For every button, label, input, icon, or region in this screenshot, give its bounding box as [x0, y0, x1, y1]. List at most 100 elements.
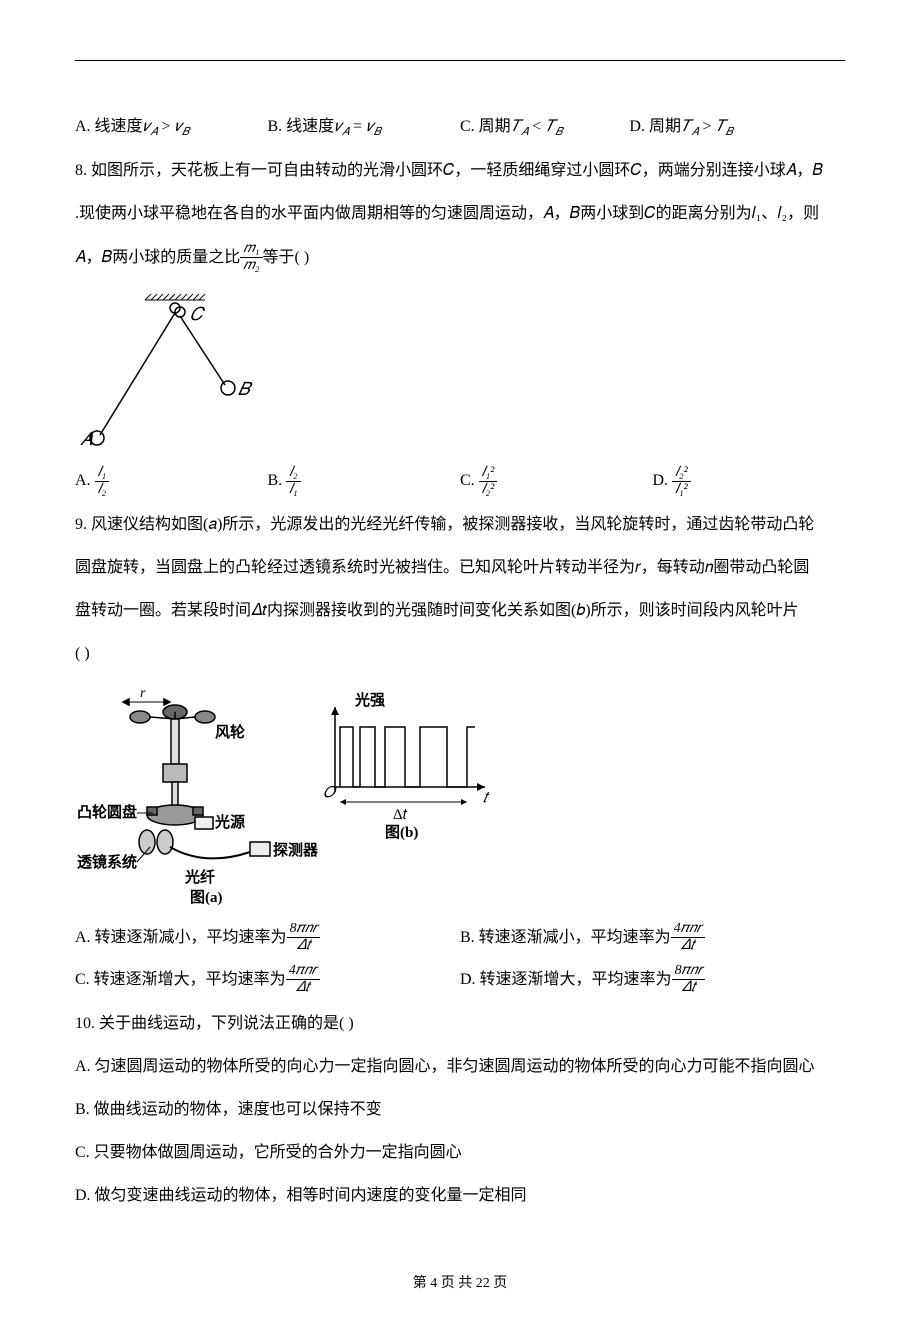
- q9-line1: 9. 风速仪结构如图(𝑎)所示，光源发出的光经光纤传输，被探测器接收，当风轮旋转…: [75, 507, 845, 542]
- q9b-num: 4𝜋𝑛𝑟: [671, 922, 705, 938]
- q7-option-c: C. 周期𝑇𝐴 < 𝑇𝐵: [460, 111, 629, 143]
- q8-frac-den: 𝑚₂: [240, 258, 262, 273]
- q9-figure: r 风轮 凸轮圆盘 光源 透镜系统 光纤 探测器 图(a) 光强: [75, 687, 845, 907]
- q8d-frac: 𝑙₂²𝑙₁²: [672, 466, 691, 497]
- q9b-frac: 4𝜋𝑛𝑟𝛥𝑡: [671, 922, 705, 953]
- q8-options: A. 𝑙₁𝑙₂ B. 𝑙₂𝑙₁ C. 𝑙₁²𝑙₂² D. 𝑙₂²𝑙₁²: [75, 465, 845, 497]
- q9-label-guangqiang: 光强: [354, 691, 385, 709]
- q9a-num: 8𝜋𝑛𝑟: [287, 922, 321, 938]
- q8-svg: 𝐶 𝐴 𝐵: [75, 290, 255, 450]
- q9-option-a: A. 转速逐渐减小，平均速率为8𝜋𝑛𝑟𝛥𝑡: [75, 922, 460, 954]
- q8a-den: 𝑙₂: [95, 482, 110, 497]
- q9-option-b: B. 转速逐渐减小，平均速率为4𝜋𝑛𝑟𝛥𝑡: [460, 922, 845, 954]
- q9a-den: 𝛥𝑡: [287, 938, 321, 953]
- q9a-frac: 8𝜋𝑛𝑟𝛥𝑡: [287, 922, 321, 953]
- footer-prefix: 第: [413, 1276, 431, 1291]
- q7a-rel: >: [157, 118, 174, 135]
- q7c-rel: <: [528, 118, 545, 135]
- q8d-label: D.: [653, 472, 673, 489]
- q10-option-a: A. 匀速圆周运动的物体所受的向心力一定指向圆心，非匀速圆周运动的物体所受的向心…: [75, 1049, 845, 1084]
- q7a-sym: 𝑣: [143, 118, 151, 135]
- q8-label-c: 𝐶: [190, 304, 206, 324]
- q9-option-c: C. 转速逐渐增大，平均速率为4𝜋𝑛𝑟𝛥𝑡: [75, 964, 460, 996]
- q8-label-a: 𝐴: [80, 429, 94, 449]
- q8-line3-before: 𝐴，𝐵两小球的质量之比: [75, 249, 240, 266]
- q7-option-d: D. 周期𝑇𝐴 > 𝑇𝐵: [629, 111, 822, 143]
- q10-option-b: B. 做曲线运动的物体，速度也可以保持不变: [75, 1092, 845, 1127]
- q9-options-row1: A. 转速逐渐减小，平均速率为8𝜋𝑛𝑟𝛥𝑡 B. 转速逐渐减小，平均速率为4𝜋𝑛…: [75, 922, 845, 954]
- q7b-sym2: 𝑣: [366, 118, 374, 135]
- q8-mass-fraction: 𝑚₁𝑚₂: [240, 242, 262, 273]
- q10-option-c: C. 只要物体做圆周运动，它所受的合外力一定指向圆心: [75, 1135, 845, 1170]
- q7d-sub2: 𝐵: [726, 126, 733, 138]
- q8c-frac: 𝑙₁²𝑙₂²: [479, 466, 498, 497]
- top-rule: [75, 60, 845, 61]
- q9-line2: 圆盘旋转，当圆盘上的凸轮经过透镜系统时光被挡住。已知风轮叶片转动半径为𝑟，每转动…: [75, 550, 845, 585]
- footer-mid: 页 共: [437, 1276, 476, 1291]
- q7c-sub2: 𝐵: [555, 126, 562, 138]
- q9-label-t: 𝑡: [483, 790, 490, 806]
- q7-options: A. 线速度𝑣𝐴 > 𝑣𝐵 B. 线速度𝑣𝐴 = 𝑣𝐵 C. 周期𝑇𝐴 < 𝑇𝐵…: [75, 111, 845, 143]
- q9-line3: 盘转动一圈。若某段时间𝛥𝑡内探测器接收到的光强随时间变化关系如图(𝑏)所示，则该…: [75, 593, 845, 628]
- q8b-num: 𝑙₂: [286, 466, 301, 482]
- q8-label-b: 𝐵: [238, 379, 253, 399]
- q9-option-d: D. 转速逐渐增大，平均速率为8𝜋𝑛𝑟𝛥𝑡: [460, 964, 845, 996]
- q7-option-a: A. 线速度𝑣𝐴 > 𝑣𝐵: [75, 111, 268, 143]
- q9d-frac: 8𝜋𝑛𝑟𝛥𝑡: [672, 964, 706, 995]
- q9-label-toujing: 透镜系统: [77, 853, 137, 871]
- q9c-den: 𝛥𝑡: [286, 980, 320, 995]
- q9-svg: r 风轮 凸轮圆盘 光源 透镜系统 光纤 探测器 图(a) 光强: [75, 687, 495, 907]
- q9-label-tua: 图(a): [190, 889, 223, 906]
- q7a-sub2: 𝐵: [182, 126, 189, 138]
- q9-label-tub: 图(b): [385, 824, 418, 841]
- q8-line2: .现使两小球平稳地在各自的水平面内做周期相等的匀速圆周运动，𝐴，𝐵两小球到𝐶的距…: [75, 196, 845, 231]
- q7-option-b: B. 线速度𝑣𝐴 = 𝑣𝐵: [268, 111, 461, 143]
- q9c-text: C. 转速逐渐增大，平均速率为: [75, 971, 286, 988]
- q8c-label: C.: [460, 472, 479, 489]
- q9d-num: 8𝜋𝑛𝑟: [672, 964, 706, 980]
- q9a-text: A. 转速逐渐减小，平均速率为: [75, 929, 287, 946]
- q8b-den: 𝑙₁: [286, 482, 301, 497]
- q9-label-deltat: Δ𝑡: [393, 807, 408, 823]
- q9-label-fengluun: 风轮: [215, 723, 245, 741]
- q9-label-tulun: 凸轮圆盘: [77, 803, 137, 821]
- footer-total: 22: [476, 1276, 490, 1291]
- q8-option-b: B. 𝑙₂𝑙₁: [268, 465, 461, 497]
- q8-line1: 8. 如图所示，天花板上有一可自由转动的光滑小圆环𝐶，一轻质细绳穿过小圆环𝐶，两…: [75, 153, 845, 188]
- q8-frac-num: 𝑚₁: [240, 242, 262, 258]
- q9-label-tanceqi: 探测器: [273, 841, 319, 859]
- q7b-prefix: B. 线速度: [268, 118, 335, 135]
- q8a-label: A.: [75, 472, 95, 489]
- q9d-den: 𝛥𝑡: [672, 980, 706, 995]
- q8-option-a: A. 𝑙₁𝑙₂: [75, 465, 268, 497]
- page-footer: 第 4 页 共 22 页: [75, 1273, 845, 1295]
- q9-line4: ( ): [75, 636, 845, 671]
- q7d-prefix: D. 周期: [629, 118, 681, 135]
- q9b-text: B. 转速逐渐减小，平均速率为: [460, 929, 671, 946]
- q7d-rel: >: [698, 118, 715, 135]
- q9c-frac: 4𝜋𝑛𝑟𝛥𝑡: [286, 964, 320, 995]
- q7a-prefix: A. 线速度: [75, 118, 143, 135]
- q8-option-c: C. 𝑙₁²𝑙₂²: [460, 465, 653, 497]
- q8c-num: 𝑙₁²: [479, 466, 498, 482]
- q9b-den: 𝛥𝑡: [671, 938, 705, 953]
- q8a-frac: 𝑙₁𝑙₂: [95, 466, 110, 497]
- q9-options-row2: C. 转速逐渐增大，平均速率为4𝜋𝑛𝑟𝛥𝑡 D. 转速逐渐增大，平均速率为8𝜋𝑛…: [75, 964, 845, 996]
- q9d-text: D. 转速逐渐增大，平均速率为: [460, 971, 672, 988]
- q7b-sub1: 𝐴: [342, 126, 349, 138]
- q7d-sym: 𝑇: [681, 118, 691, 135]
- q9-label-r: r: [140, 687, 146, 701]
- q10-stem: 10. 关于曲线运动，下列说法正确的是( ): [75, 1006, 845, 1041]
- q7b-sub2: 𝐵: [374, 126, 381, 138]
- q7d-sym2: 𝑇: [715, 118, 725, 135]
- q8a-num: 𝑙₁: [95, 466, 110, 482]
- q8b-label: B.: [268, 472, 287, 489]
- q7a-sym2: 𝑣: [174, 118, 182, 135]
- q9c-num: 4𝜋𝑛𝑟: [286, 964, 320, 980]
- q10-option-d: D. 做匀变速曲线运动的物体，相等时间内速度的变化量一定相同: [75, 1178, 845, 1213]
- footer-suffix: 页: [490, 1276, 508, 1291]
- q8b-frac: 𝑙₂𝑙₁: [286, 466, 301, 497]
- q8-line3-after: 等于( ): [263, 249, 310, 266]
- q8c-den: 𝑙₂²: [479, 482, 498, 497]
- q7c-prefix: C. 周期: [460, 118, 511, 135]
